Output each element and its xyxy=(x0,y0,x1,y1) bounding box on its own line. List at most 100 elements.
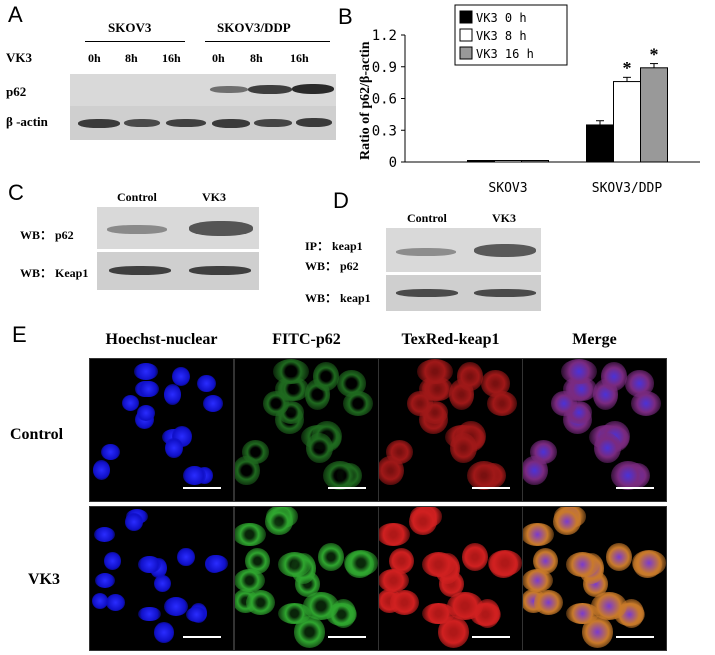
time-label: 16h xyxy=(162,51,181,65)
blot-band xyxy=(78,119,120,128)
cell xyxy=(312,362,340,391)
micrograph-control-fitc xyxy=(234,358,379,502)
cell xyxy=(550,390,577,416)
y-tick-label: 0.9 xyxy=(372,60,397,76)
cell xyxy=(523,568,554,593)
group-line-skov3 xyxy=(85,41,185,42)
micrograph-control-texred xyxy=(378,358,523,502)
cell xyxy=(561,359,598,385)
micrograph-control-hoechst xyxy=(89,358,234,502)
column-title-hoechst: Hoechst-nuclear xyxy=(105,331,218,348)
col-label-vk3-d: VK3 xyxy=(492,211,516,225)
time-label: 0h xyxy=(88,51,101,65)
cell xyxy=(553,508,581,535)
y-tick-label: 0.6 xyxy=(372,92,397,108)
legend-entry: VK3 8 h xyxy=(476,29,527,43)
legend-box xyxy=(454,4,568,66)
cell xyxy=(101,444,120,461)
time-label: 8h xyxy=(125,51,138,65)
cell xyxy=(388,547,414,575)
cell xyxy=(343,550,378,576)
cell xyxy=(342,391,374,417)
cell xyxy=(409,508,437,535)
blot-band xyxy=(124,119,160,127)
scale-bar xyxy=(616,636,654,638)
bar xyxy=(494,160,522,163)
group-line-skov3-ddp xyxy=(205,41,330,42)
cell xyxy=(124,512,144,531)
significance-star: * xyxy=(623,58,632,78)
time-label: 16h xyxy=(290,51,309,65)
cell xyxy=(565,551,600,577)
panel-b-letter: B xyxy=(338,4,353,29)
panel-a-letter: A xyxy=(8,2,23,27)
cell xyxy=(138,380,159,398)
blot-p62-panel-c xyxy=(97,207,259,249)
blot-band xyxy=(396,289,458,297)
cell xyxy=(456,362,484,391)
legend-entry: VK3 16 h xyxy=(476,47,534,61)
blot-keap1-panel-c xyxy=(97,252,259,290)
blot-band xyxy=(107,225,167,234)
micrograph-vk3-merge xyxy=(522,506,667,651)
micrograph-control-merge xyxy=(522,358,667,502)
cell xyxy=(600,362,628,391)
legend-entry: VK3 0 h xyxy=(476,11,527,25)
cell xyxy=(317,542,345,572)
y-axis-label: Ratio of p62/β-actin xyxy=(358,41,373,160)
scale-bar xyxy=(616,487,654,489)
cell xyxy=(406,390,433,416)
cell xyxy=(534,590,563,616)
blot-band xyxy=(210,86,248,93)
panel-d-letter: D xyxy=(333,188,349,213)
cell xyxy=(487,550,522,576)
blot-band xyxy=(109,266,171,275)
cell xyxy=(277,551,312,577)
cell xyxy=(390,590,419,616)
cell xyxy=(105,594,125,611)
actin-row-label: β -actin xyxy=(6,114,48,129)
legend-swatch xyxy=(459,10,473,24)
cell xyxy=(246,590,275,616)
blot-ip-panel-d xyxy=(386,228,541,272)
cell xyxy=(417,359,454,385)
blot-band xyxy=(189,266,251,275)
cell xyxy=(93,526,116,543)
wb-p62-label-d: WB： p62 xyxy=(305,259,359,273)
cell xyxy=(605,542,633,572)
cell xyxy=(262,390,289,416)
cell xyxy=(273,359,310,385)
legend-swatch xyxy=(459,46,473,60)
wb-p62-label: WB： p62 xyxy=(20,228,74,242)
cell xyxy=(594,432,621,464)
vk3-row-label: VK3 xyxy=(6,50,32,65)
blot-band xyxy=(292,84,334,94)
cell xyxy=(103,552,121,570)
scale-bar xyxy=(328,487,366,489)
y-tick-label: 0.3 xyxy=(372,123,397,139)
column-title-merge: Merge xyxy=(572,331,617,348)
cell xyxy=(265,508,293,535)
p62-row-label: p62 xyxy=(6,84,27,99)
col-label-control-c: Control xyxy=(117,190,157,204)
panel-c-letter: C xyxy=(8,180,24,205)
row-label-control: Control xyxy=(10,426,64,443)
y-tick-label: 0 xyxy=(389,155,397,171)
blot-band xyxy=(166,119,206,127)
row-label-vk3: VK3 xyxy=(28,571,60,588)
cell xyxy=(177,547,195,567)
bar xyxy=(613,81,641,163)
cell xyxy=(532,547,558,575)
cell xyxy=(164,596,189,616)
blot-band xyxy=(474,289,536,297)
bar xyxy=(467,160,495,163)
cell xyxy=(138,555,161,573)
cell xyxy=(202,395,223,412)
cell xyxy=(183,465,207,486)
blot-actin-panel-a xyxy=(70,106,336,140)
cell xyxy=(523,522,554,547)
blot-p62-panel-a xyxy=(70,74,336,106)
ip-keap1-label: IP： keap1 xyxy=(305,239,363,253)
blot-band xyxy=(296,118,332,127)
cell xyxy=(565,603,600,625)
